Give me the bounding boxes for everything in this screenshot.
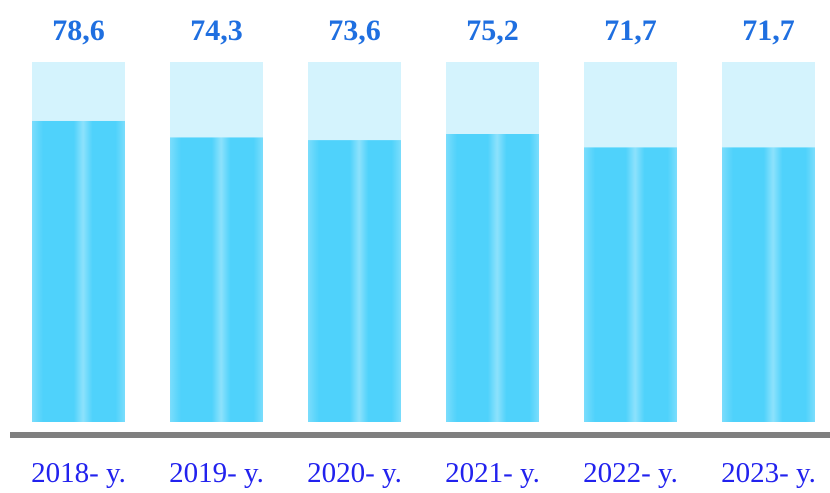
value-label: 78,6 [52, 14, 105, 47]
x-tick-label: 2022- y. [583, 457, 678, 489]
x-tick-label: 2020- y. [307, 457, 402, 489]
value-label: 71,7 [742, 14, 795, 47]
x-tick-label: 2023- y. [721, 457, 816, 489]
x-tick-label: 2019- y. [169, 457, 264, 489]
value-label: 74,3 [190, 14, 243, 47]
x-tick-label: 2018- y. [31, 457, 126, 489]
bar-shine [32, 120, 125, 422]
bar-shine [308, 140, 401, 422]
value-label: 71,7 [604, 14, 657, 47]
value-label: 75,2 [466, 14, 519, 47]
value-label: 73,6 [328, 14, 381, 47]
bar-shine [170, 137, 263, 422]
baseline [10, 432, 830, 438]
bar-shine [584, 147, 677, 423]
x-tick-label: 2021- y. [445, 457, 540, 489]
bar-shine [722, 147, 815, 423]
bars [32, 62, 815, 423]
bar-shine [446, 134, 539, 422]
